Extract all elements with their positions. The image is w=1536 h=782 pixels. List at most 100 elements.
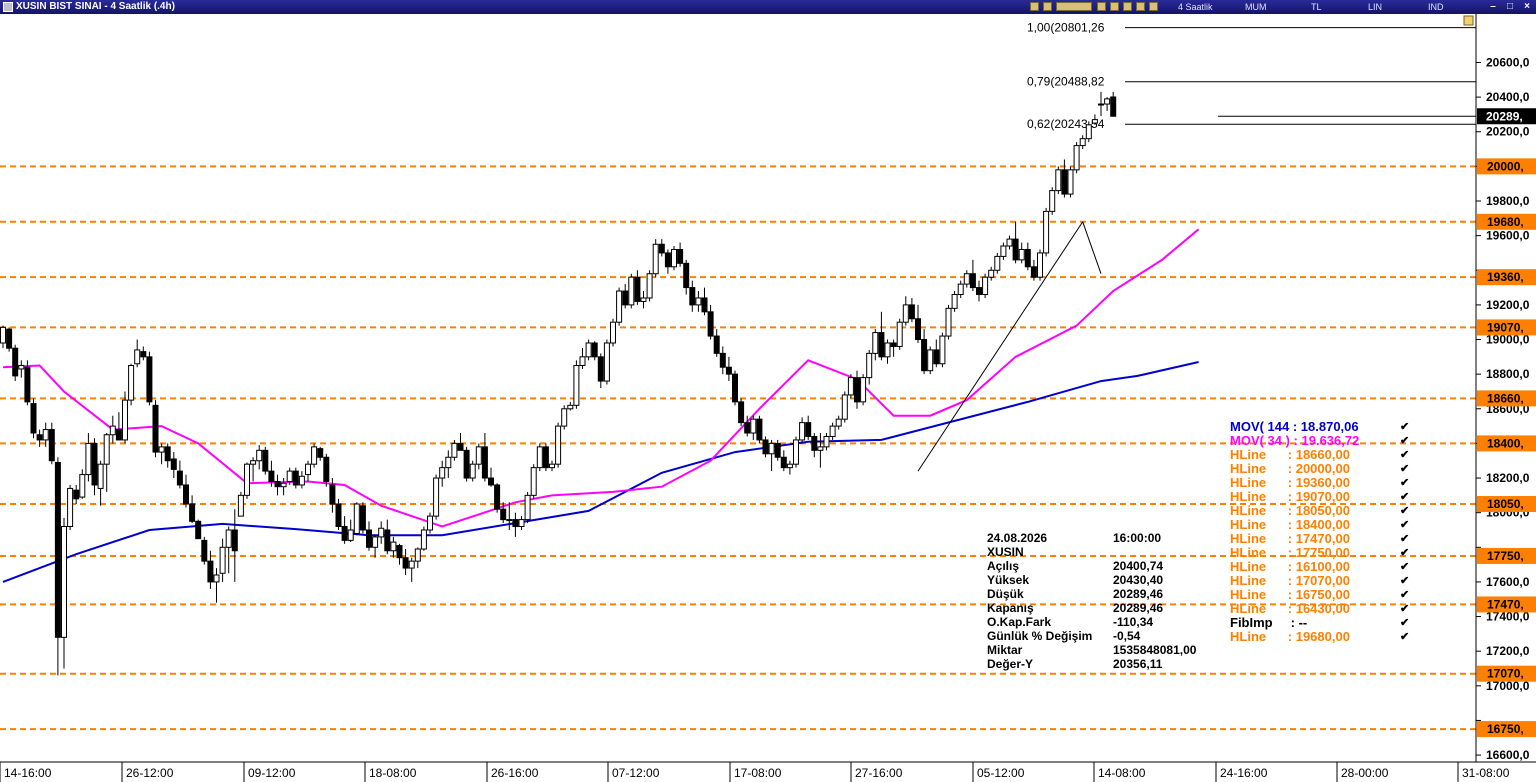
candle-body: [195, 520, 202, 540]
legend-entry[interactable]: HLine : 17470,00 ✔: [1230, 532, 1409, 546]
y-tick-label: 19800,0: [1486, 194, 1530, 208]
check-icon[interactable]: ✔: [1400, 463, 1410, 475]
candle-body: [530, 467, 537, 496]
candle-body: [353, 503, 360, 534]
check-icon[interactable]: ✔: [1400, 519, 1410, 531]
check-icon[interactable]: ✔: [1400, 589, 1410, 601]
info-label: O.Kap.Fark: [987, 615, 1052, 629]
legend-entry[interactable]: HLine : 19360,00 ✔: [1230, 475, 1409, 490]
moving-average-line: [2, 361, 1199, 583]
check-icon[interactable]: ✔: [1400, 477, 1410, 489]
check-icon[interactable]: ✔: [1400, 491, 1410, 503]
candle-body: [158, 446, 165, 453]
candle-body: [488, 477, 494, 486]
candle-body: [311, 446, 318, 465]
legend-entry[interactable]: HLine : 19070,00 ✔: [1230, 490, 1409, 504]
check-icon[interactable]: ✔: [1400, 561, 1410, 573]
tool-icon[interactable]: [1030, 2, 1039, 11]
candle-body: [24, 366, 31, 403]
legend-entry[interactable]: HLine : 17750,00 ✔: [1230, 545, 1409, 560]
candle-body: [750, 418, 757, 434]
candle-body: [957, 283, 964, 296]
candle-body: [780, 456, 787, 469]
tool-icon[interactable]: [1136, 2, 1145, 11]
candle-body: [902, 304, 909, 323]
check-icon[interactable]: ✔: [1400, 603, 1410, 615]
tool-icon[interactable]: [1043, 2, 1052, 11]
check-icon[interactable]: ✔: [1400, 435, 1410, 447]
hline-price-box: [1477, 721, 1536, 738]
toolbar-period[interactable]: 4 Saatlik: [1178, 2, 1213, 12]
legend-entry[interactable]: MOV( 34 ) : 19.636,72 ✔: [1230, 434, 1409, 448]
candle-body: [201, 539, 208, 562]
tool-icon[interactable]: [1110, 2, 1119, 11]
check-icon[interactable]: ✔: [1400, 505, 1410, 517]
candle-body: [701, 297, 708, 313]
minimize-icon[interactable]: –: [1490, 1, 1496, 12]
legend-entry[interactable]: FibImp : -- ✔: [1230, 616, 1409, 630]
scale-lock-icon[interactable]: [1463, 15, 1474, 26]
toolbar-currency[interactable]: TL: [1311, 2, 1322, 12]
legend-entry[interactable]: HLine : 17070,00 ✔: [1230, 574, 1409, 588]
check-icon[interactable]: ✔: [1400, 547, 1410, 559]
moving-average-line: [2, 228, 1200, 528]
candle-body: [420, 529, 427, 550]
toolbar-indicator[interactable]: IND: [1428, 2, 1444, 12]
check-icon[interactable]: ✔: [1400, 533, 1410, 545]
candle-body: [500, 508, 507, 521]
toolbar-candle[interactable]: MUM: [1245, 2, 1267, 12]
candle-body: [48, 429, 55, 462]
legend-text: HLine : 19360,00: [1230, 475, 1350, 490]
legend-entry[interactable]: HLine : 20000,00 ✔: [1230, 462, 1409, 476]
legend-entry[interactable]: HLine : 18660,00 ✔: [1230, 448, 1409, 462]
legend-text: HLine : 19680,00: [1230, 629, 1350, 644]
legend-entry[interactable]: HLine : 19680,00 ✔: [1230, 629, 1409, 644]
candle-body: [378, 527, 385, 538]
tool-icon[interactable]: [1123, 2, 1132, 11]
check-icon[interactable]: ✔: [1400, 449, 1410, 461]
candle-body: [744, 422, 751, 434]
tool-icon[interactable]: [1056, 2, 1092, 11]
check-icon[interactable]: ✔: [1400, 421, 1410, 433]
candle-body: [561, 408, 568, 427]
legend-entry[interactable]: HLine : 16100,00 ✔: [1230, 560, 1409, 574]
check-icon[interactable]: ✔: [1400, 575, 1410, 587]
legend-text: MOV( 144 : 18.870,06: [1230, 419, 1359, 434]
candle-body: [164, 446, 171, 462]
candle-body: [616, 290, 623, 323]
toolbar-scale[interactable]: LIN: [1368, 2, 1383, 12]
close-icon[interactable]: ×: [1524, 1, 1530, 12]
candle-body: [988, 269, 995, 278]
candle-body: [695, 297, 702, 306]
candle-body: [738, 401, 745, 424]
price-chart[interactable]: 1,00(20801,260,79(20488,820,62(20243,54 …: [0, 14, 1536, 782]
trend-line: [1082, 221, 1102, 274]
fibonacci-levels: 1,00(20801,26 0,79(20488,82 0,62(20243,54: [1027, 21, 1476, 131]
candle-body: [213, 574, 220, 583]
candle-body: [372, 536, 379, 548]
legend-entry[interactable]: HLine : 16750,00 ✔: [1230, 588, 1409, 602]
candle-body: [6, 328, 13, 349]
candle-body: [231, 529, 238, 552]
legend-entry[interactable]: HLine : 18400,00 ✔: [1230, 518, 1409, 532]
check-icon[interactable]: ✔: [1400, 631, 1410, 643]
candle-body: [664, 252, 671, 268]
legend-entry[interactable]: MOV( 144 : 18.870,06 ✔: [1230, 419, 1409, 434]
info-label: Düşük: [987, 587, 1024, 601]
x-tick-label: 07-12:00: [612, 766, 660, 780]
restore-icon[interactable]: □: [1506, 1, 1514, 12]
legend-entry[interactable]: HLine : 18050,00 ✔: [1230, 504, 1409, 518]
legend-text: HLine : 17750,00: [1230, 545, 1350, 560]
legend-entry[interactable]: HLine : 16430,00 ✔: [1230, 602, 1409, 616]
y-tick-label: 17200,0: [1486, 644, 1530, 658]
check-icon[interactable]: ✔: [1400, 617, 1410, 629]
tool-icon[interactable]: [1149, 2, 1158, 11]
candle-body: [628, 276, 635, 306]
candle-body: [634, 276, 641, 302]
hline-price-label: 19680,: [1487, 215, 1524, 229]
candle-body: [97, 463, 104, 489]
candle-body: [1000, 245, 1007, 257]
tool-icon[interactable]: [1097, 2, 1106, 11]
candle-body: [0, 326, 6, 344]
info-row: Açılış 20400,74: [987, 559, 1227, 573]
